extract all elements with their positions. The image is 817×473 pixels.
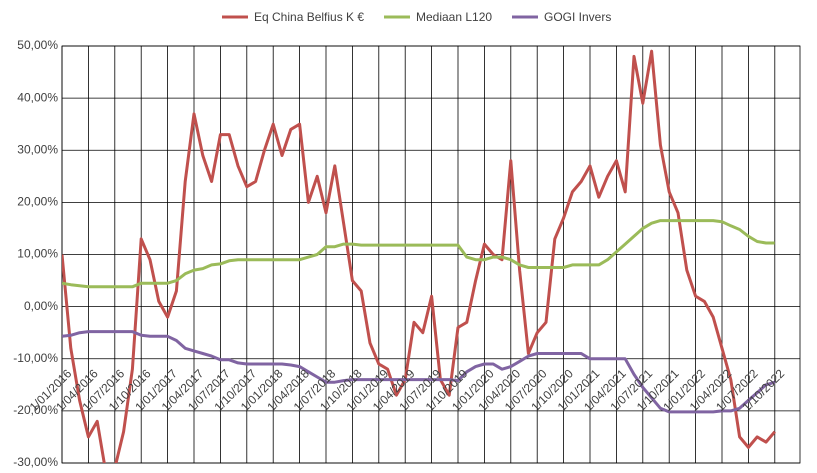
y-tick-label: -30,00% xyxy=(13,455,58,469)
legend: Eq China Belfius K € Mediaan L120 GOGI Inv… xyxy=(222,10,611,24)
y-tick-label: 30,00% xyxy=(17,142,58,156)
y-tick-label: -10,00% xyxy=(13,351,58,365)
y-tick-label: 10,00% xyxy=(17,247,58,261)
y-tick-label: 0,00% xyxy=(24,299,58,313)
legend-label: Eq China Belfius K € xyxy=(254,10,364,24)
series-line xyxy=(62,49,776,463)
y-tick-label: 50,00% xyxy=(17,38,58,52)
lines xyxy=(62,49,776,463)
series-line xyxy=(62,330,776,414)
series-line xyxy=(62,219,775,289)
labels: -30,00% -20,00% -10,00% 0,00% 10,00% 20,00% 30… xyxy=(13,38,787,469)
y-tick-label: 40,00% xyxy=(17,90,58,104)
legend-label: GOGI Invers xyxy=(544,10,611,24)
y-tick-label: 20,00% xyxy=(17,195,58,209)
legend-label: Mediaan L120 xyxy=(416,10,492,24)
y-tick-label: -20,00% xyxy=(13,403,58,417)
